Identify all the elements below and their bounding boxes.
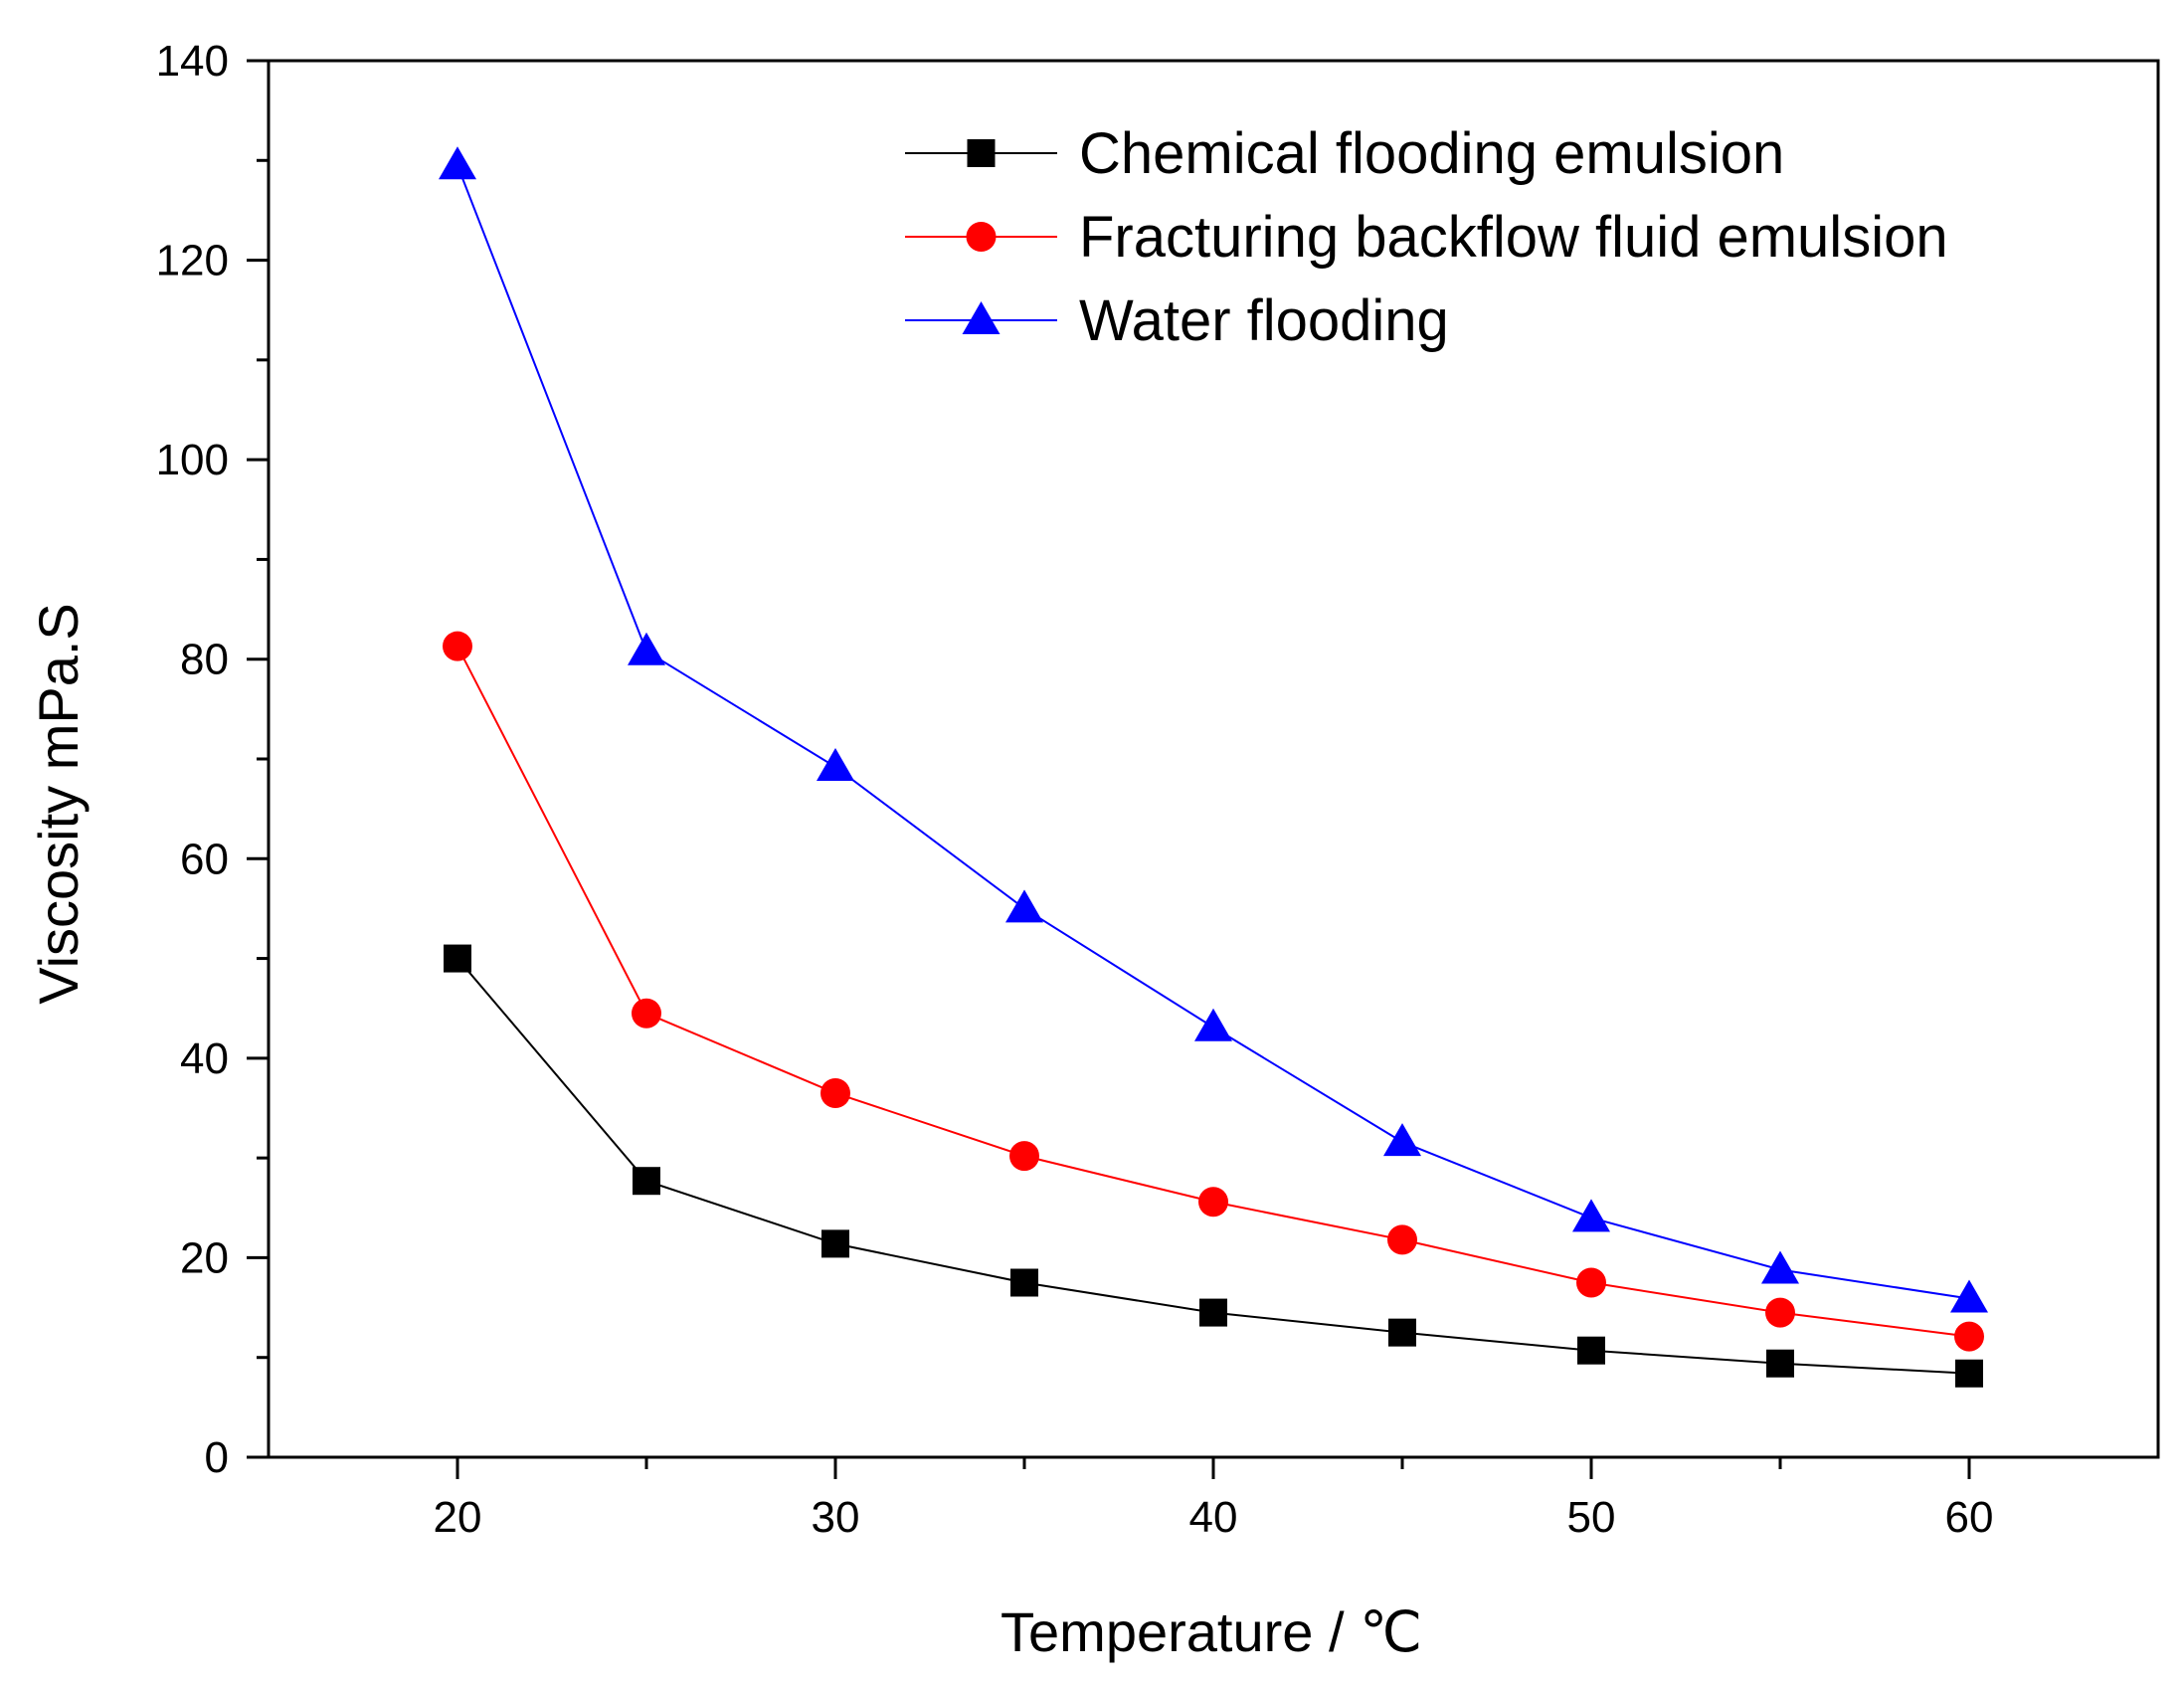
data-point <box>1383 1123 1421 1157</box>
data-point <box>1572 1199 1610 1232</box>
y-tick-label: 0 <box>205 1433 229 1482</box>
x-tick-label: 40 <box>1189 1493 1238 1542</box>
legend-label: Fracturing backflow fluid emulsion <box>1079 205 1948 270</box>
legend-item-1: Fracturing backflow fluid emulsion <box>905 205 1948 270</box>
data-point <box>1765 1297 1795 1328</box>
data-point <box>1954 1321 1984 1352</box>
x-axis-title: Temperature / ℃ <box>1001 1600 1422 1663</box>
legend-item-0: Chemical flooding emulsion <box>905 121 1784 186</box>
y-tick-label: 20 <box>180 1233 229 1282</box>
data-point <box>821 1229 849 1258</box>
data-point <box>1199 1298 1227 1327</box>
data-point <box>1010 1268 1038 1297</box>
data-point <box>444 944 471 973</box>
series-1 <box>443 631 1984 1352</box>
series-0 <box>444 944 1983 1388</box>
x-tick-label: 20 <box>434 1493 482 1542</box>
legend-marker <box>966 222 997 252</box>
y-tick-label: 120 <box>156 237 229 285</box>
data-point <box>1576 1267 1606 1298</box>
data-point <box>1577 1336 1605 1365</box>
y-tick-label: 140 <box>156 37 229 86</box>
data-point <box>439 146 476 180</box>
data-point <box>1388 1318 1416 1347</box>
legend-label: Water flooding <box>1079 288 1449 353</box>
data-point <box>1387 1224 1417 1255</box>
y-tick-label: 60 <box>180 835 229 883</box>
legend-marker <box>962 301 1001 334</box>
data-point <box>628 632 665 665</box>
data-point <box>1009 1141 1039 1172</box>
legend-item-2: Water flooding <box>905 288 1449 353</box>
data-point <box>1761 1250 1799 1284</box>
axis-ticks: 20 30 40 50 60 0 20 40 60 80 100 120 140 <box>156 37 1994 1542</box>
legend-marker <box>967 139 996 167</box>
x-tick-label: 60 <box>1945 1493 1994 1542</box>
x-tick-label: 30 <box>812 1493 860 1542</box>
data-point <box>1005 889 1043 923</box>
series-2 <box>439 146 1988 1313</box>
y-tick-label: 80 <box>180 636 229 684</box>
x-tick-label: 50 <box>1567 1493 1616 1542</box>
data-point <box>1955 1359 1983 1388</box>
data-point <box>633 1167 660 1196</box>
data-point <box>1766 1349 1794 1378</box>
data-point <box>1950 1279 1988 1313</box>
data-point <box>817 748 854 782</box>
data-point <box>1198 1187 1228 1218</box>
data-point <box>1194 1008 1232 1041</box>
data-point <box>443 631 472 661</box>
data-point <box>820 1077 850 1108</box>
data-series <box>439 146 1988 1388</box>
y-tick-label: 40 <box>180 1034 229 1083</box>
legend-label: Chemical flooding emulsion <box>1079 121 1784 186</box>
y-tick-label: 100 <box>156 436 229 484</box>
legend: Chemical flooding emulsion Fracturing bac… <box>905 121 1948 353</box>
data-point <box>632 998 661 1029</box>
y-axis-title: Viscosity mPa.S <box>27 603 90 1005</box>
